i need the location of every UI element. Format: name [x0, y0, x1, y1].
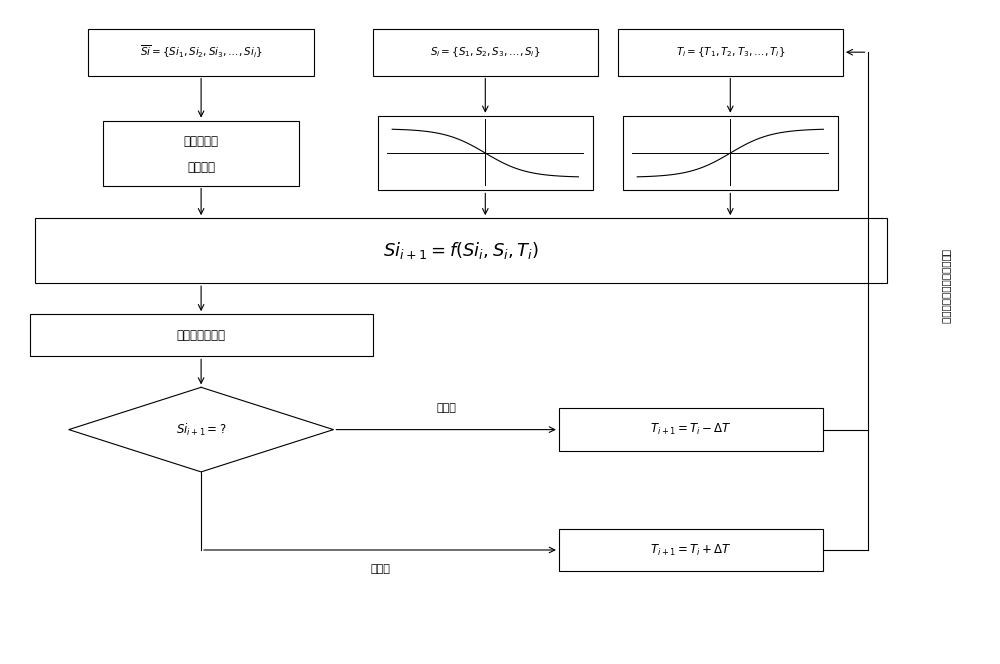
Text: $\overline{Si} = \{Si_1, Si_2, Si_3, \ldots, Si_i\}$: $\overline{Si} = \{Si_1, Si_2, Si_3, \ld… — [140, 44, 262, 60]
Text: 数据处理: 数据处理 — [187, 161, 215, 174]
Bar — [618, 29, 843, 76]
Bar — [103, 121, 299, 185]
Text: 炉长根据预报结果进行操作: 炉长根据预报结果进行操作 — [941, 249, 951, 324]
Text: 硅降低: 硅降低 — [370, 564, 390, 574]
Bar — [378, 116, 593, 191]
Text: $T_i = \{T_1, T_2, T_3, \ldots, T_i\}$: $T_i = \{T_1, T_2, T_3, \ldots, T_i\}$ — [676, 45, 785, 59]
Text: $T_{i+1} = T_i - \Delta T$: $T_{i+1} = T_i - \Delta T$ — [650, 422, 732, 437]
Bar — [622, 116, 838, 191]
Text: $Si_{i+1} = ?$: $Si_{i+1} = ?$ — [176, 422, 226, 438]
Text: 硅均线系统: 硅均线系统 — [184, 135, 219, 148]
Bar — [30, 314, 373, 357]
Text: $S_i = \{S_1, S_2, S_3, \ldots, S_i\}$: $S_i = \{S_1, S_2, S_3, \ldots, S_i\}$ — [430, 45, 541, 59]
Bar — [559, 529, 823, 571]
Bar — [35, 218, 887, 283]
Text: 数据和曲线显示: 数据和曲线显示 — [177, 329, 226, 342]
Text: $Si_{i+1} = f(Si_i, S_i, T_i)$: $Si_{i+1} = f(Si_i, S_i, T_i)$ — [383, 240, 539, 261]
Bar — [559, 408, 823, 451]
Text: $T_{i+1} = T_i + \Delta T$: $T_{i+1} = T_i + \Delta T$ — [650, 542, 732, 558]
Bar — [88, 29, 314, 76]
Text: 硅升高: 硅升高 — [436, 403, 456, 413]
Bar — [373, 29, 598, 76]
